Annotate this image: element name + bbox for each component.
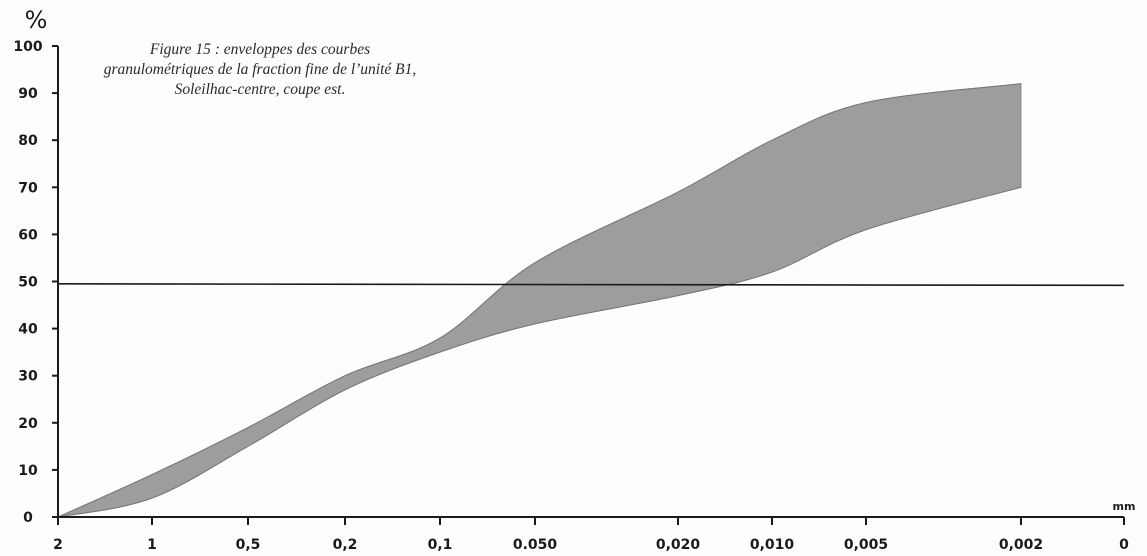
y-tick-label: 50 (18, 275, 38, 291)
envelope-area (57, 83, 1022, 518)
x-unit-label: mm (1113, 500, 1136, 513)
x-tick-label: 0,010 (750, 537, 795, 553)
y-tick-label: 40 (18, 322, 38, 338)
x-tick-label: 0,5 (236, 537, 261, 553)
y-tick-label: 100 (13, 39, 42, 55)
caption-line-2: granulométriques de la fraction fine de … (103, 61, 417, 78)
y-tick-label: 30 (18, 369, 38, 385)
upper-envelope-line (57, 83, 1022, 518)
y-tick-label: 70 (18, 180, 38, 196)
x-tick-label: 2 (53, 537, 63, 553)
x-tick-label: 0.050 (513, 537, 558, 553)
x-tick-label: 1 (147, 537, 157, 553)
y-tick-label: 0 (23, 510, 33, 526)
y-unit-label: % (25, 6, 48, 34)
y-tick-label: 90 (18, 86, 38, 102)
x-tick-label: 0,020 (656, 537, 701, 553)
reference-line-50 (57, 283, 1125, 287)
y-tick-label: 80 (18, 133, 38, 149)
x-tick-label: 0,1 (428, 537, 453, 553)
y-tick-label: 20 (18, 416, 38, 432)
lower-envelope-line (57, 186, 1022, 518)
caption-line-1: Figure 15 : enveloppes des courbes (149, 41, 371, 58)
caption-line-3: Soleilhac-centre, coupe est. (174, 81, 346, 98)
x-tick-label: 0,002 (999, 537, 1043, 553)
figure-caption: Figure 15 : enveloppes des courbes granu… (60, 40, 460, 100)
y-tick-label: 60 (18, 227, 38, 243)
y-tick-label: 10 (18, 463, 38, 479)
x-tick-label: 0,005 (844, 537, 888, 553)
x-tick-label: 0,2 (333, 537, 358, 553)
x-tick-label: 0 (1119, 537, 1129, 553)
